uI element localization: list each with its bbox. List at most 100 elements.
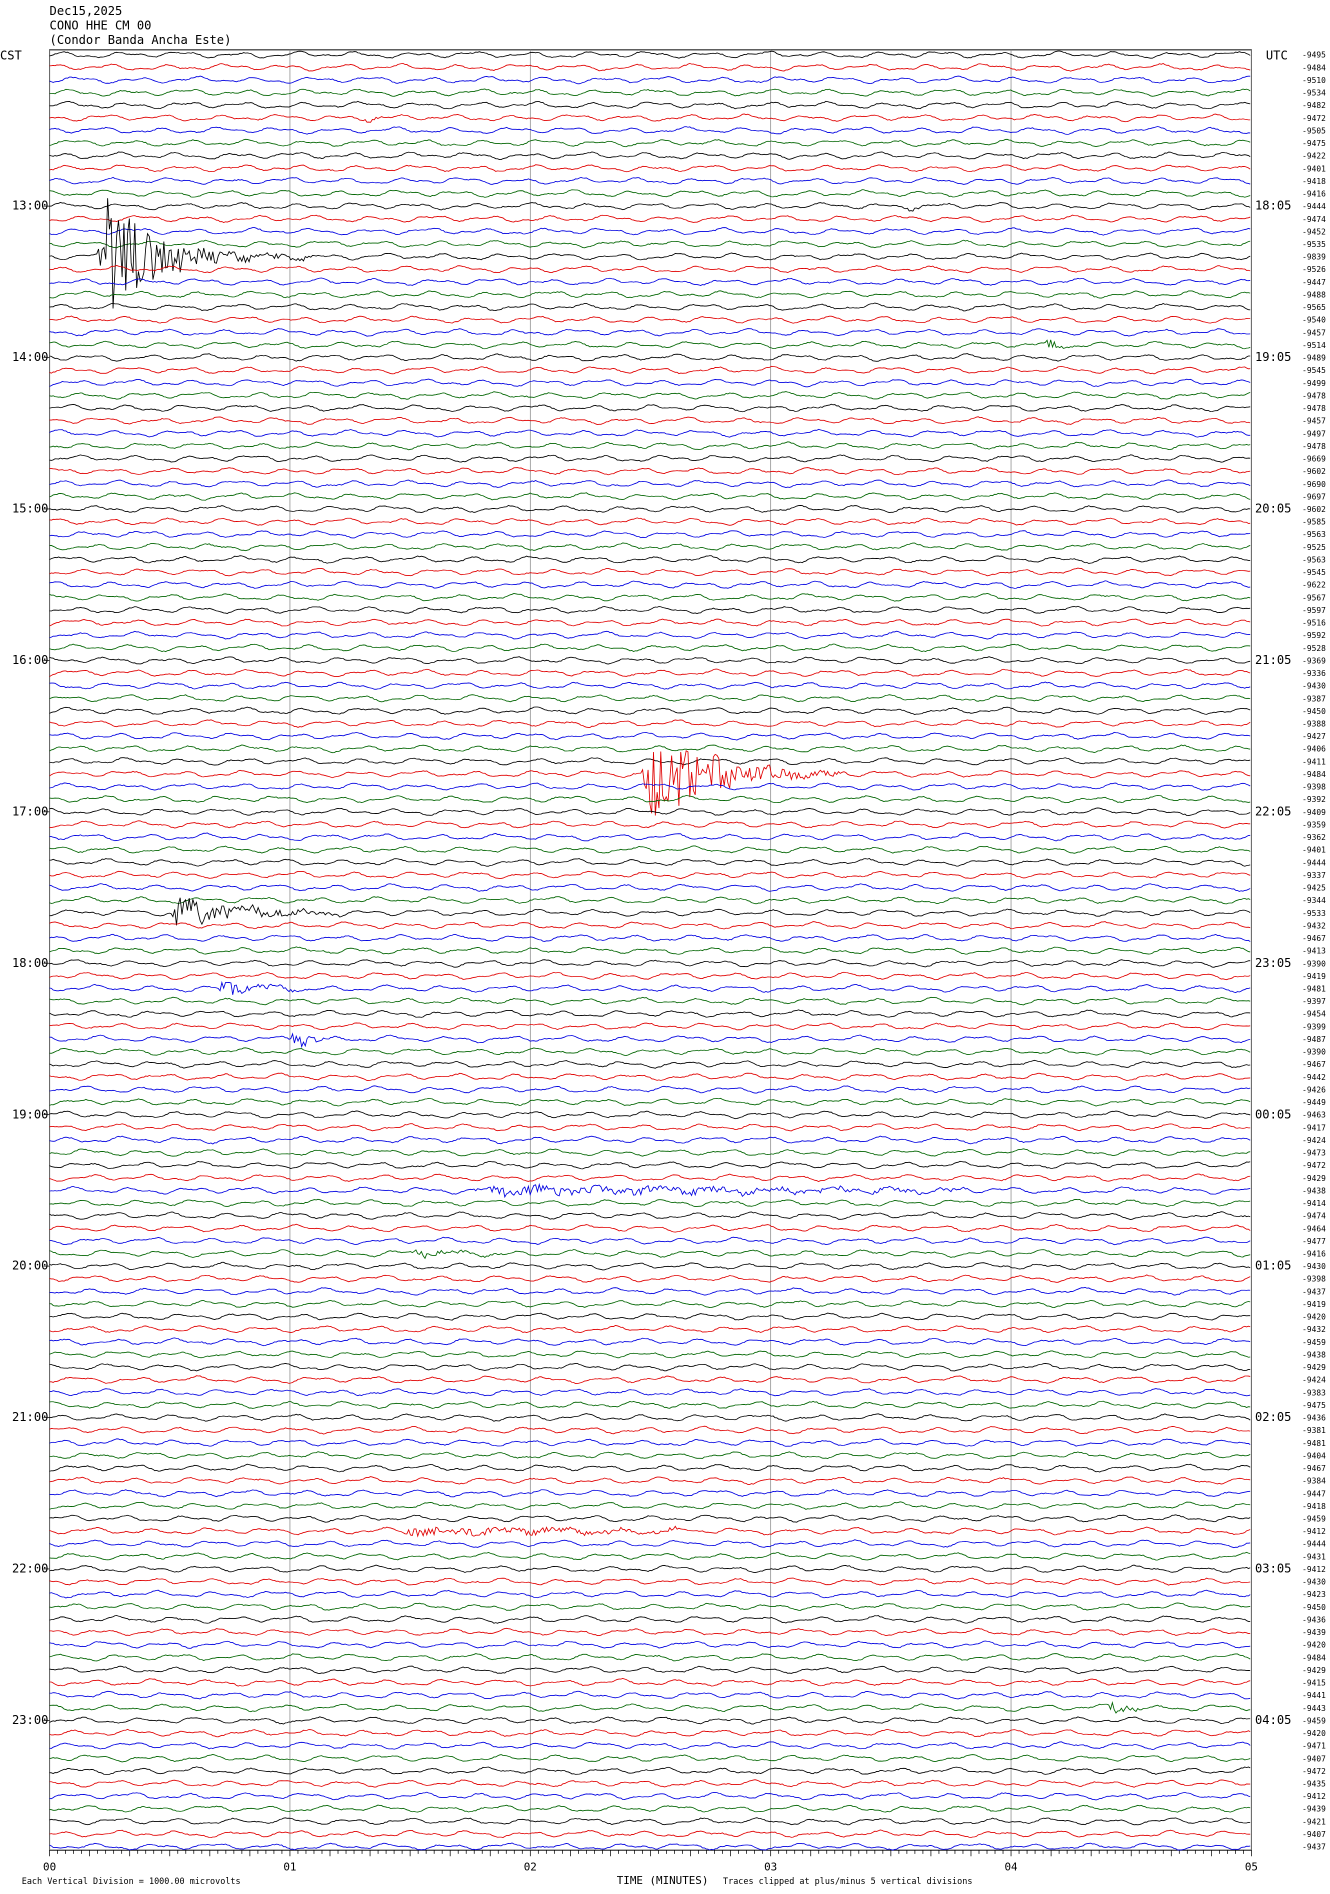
trace: [49, 971, 1251, 981]
trace-label: -9422: [1302, 152, 1326, 161]
trace-label: -9534: [1302, 89, 1326, 98]
trace: [49, 328, 1251, 337]
trace: [49, 897, 1251, 926]
trace: [49, 668, 1251, 677]
trace-label: -9467: [1302, 934, 1326, 943]
trace-label: -9429: [1302, 1363, 1326, 1372]
trace-label: -9438: [1302, 1186, 1326, 1195]
trace: [49, 1337, 1251, 1347]
right-time-label: 23:05: [1255, 956, 1291, 970]
trace-label: -9412: [1302, 1565, 1326, 1574]
trace: [49, 239, 1251, 249]
trace: [49, 1312, 1251, 1321]
trace: [49, 1589, 1251, 1599]
trace: [49, 1032, 1251, 1049]
trace-label: -9401: [1302, 164, 1326, 173]
trace-label: -9420: [1302, 1313, 1326, 1322]
trace: [49, 1564, 1251, 1574]
trace: [49, 1388, 1251, 1397]
trace-label: -9399: [1302, 1022, 1326, 1031]
trace-label: -9390: [1302, 959, 1326, 968]
trace: [49, 820, 1251, 829]
trace: [49, 428, 1251, 438]
trace: [49, 1476, 1251, 1485]
station-name: (Condor Banda Ancha Este): [50, 33, 232, 47]
trace: [49, 1463, 1251, 1473]
trace-label: -9474: [1302, 215, 1326, 224]
trace-label: -9337: [1302, 871, 1326, 880]
trace: [49, 896, 1251, 905]
trace-label: -9431: [1302, 1552, 1326, 1561]
trace-label: -9567: [1302, 593, 1326, 602]
trace-label: -9499: [1302, 379, 1326, 388]
trace-label: -9425: [1302, 884, 1326, 893]
x-tick-label: 01: [283, 1861, 296, 1874]
trace: [49, 845, 1251, 854]
trace: [49, 138, 1251, 148]
trace-label: -9478: [1302, 391, 1326, 400]
trace-label: -9435: [1302, 1779, 1326, 1788]
trace-label: -9449: [1302, 1098, 1326, 1107]
trace-label: -9669: [1302, 455, 1326, 464]
trace-label: -9540: [1302, 316, 1326, 325]
trace: [49, 1716, 1251, 1725]
trace-label: -9438: [1302, 1350, 1326, 1359]
trace-label: -9437: [1302, 1287, 1326, 1296]
trace: [49, 580, 1251, 589]
trace: [49, 1350, 1251, 1359]
trace: [49, 227, 1251, 236]
trace-label: -9398: [1302, 783, 1326, 792]
trace-label: -9409: [1302, 808, 1326, 817]
trace-label: -9478: [1302, 404, 1326, 413]
trace-label: -9484: [1302, 63, 1326, 72]
trace-label: -9381: [1302, 1426, 1326, 1435]
trace: [49, 113, 1251, 123]
trace-label: -9481: [1302, 1439, 1326, 1448]
trace-label: -9452: [1302, 227, 1326, 236]
trace-label: -9336: [1302, 669, 1326, 678]
trace: [49, 858, 1251, 867]
trace: [49, 1211, 1251, 1220]
trace-label: -9495: [1302, 51, 1326, 60]
right-timezone: UTC: [1266, 49, 1288, 63]
right-time-label: 19:05: [1255, 350, 1291, 364]
trace: [49, 1261, 1251, 1271]
trace-label: -9411: [1302, 757, 1326, 766]
trace: [49, 1022, 1251, 1031]
trace-label: -9418: [1302, 177, 1326, 186]
trace: [49, 1009, 1251, 1018]
trace: [49, 593, 1251, 602]
trace-label: -9429: [1302, 1174, 1326, 1183]
trace-label: -9516: [1302, 619, 1326, 628]
trace-label: -9481: [1302, 985, 1326, 994]
trace-label: -9430: [1302, 1262, 1326, 1271]
right-time-label: 03:05: [1255, 1562, 1291, 1576]
trace-label: -9418: [1302, 1502, 1326, 1511]
trace: [49, 1615, 1251, 1624]
trace-label: -9475: [1302, 1401, 1326, 1410]
trace: [49, 189, 1251, 198]
left-time-label: 17:00: [12, 804, 48, 818]
trace: [49, 782, 1251, 791]
trace: [49, 164, 1251, 173]
trace-label: -9426: [1302, 1085, 1326, 1094]
trace-label: -9392: [1302, 795, 1326, 804]
trace: [49, 403, 1251, 413]
trace-label: -9459: [1302, 1338, 1326, 1347]
trace: [49, 126, 1251, 135]
trace: [49, 88, 1251, 97]
trace-label: -9690: [1302, 480, 1326, 489]
trace: [49, 1653, 1251, 1662]
trace: [49, 719, 1251, 728]
trace-label: -9417: [1302, 1123, 1326, 1132]
trace-label: -9424: [1302, 1136, 1326, 1145]
trace: [49, 1525, 1251, 1538]
trace: [49, 996, 1251, 1006]
date: Dec15,2025: [50, 4, 123, 18]
trace: [49, 959, 1251, 968]
left-timezone: CST: [0, 49, 22, 63]
trace: [49, 454, 1251, 463]
trace: [49, 750, 1251, 816]
trace-label: -9344: [1302, 896, 1326, 905]
trace: [49, 630, 1251, 640]
